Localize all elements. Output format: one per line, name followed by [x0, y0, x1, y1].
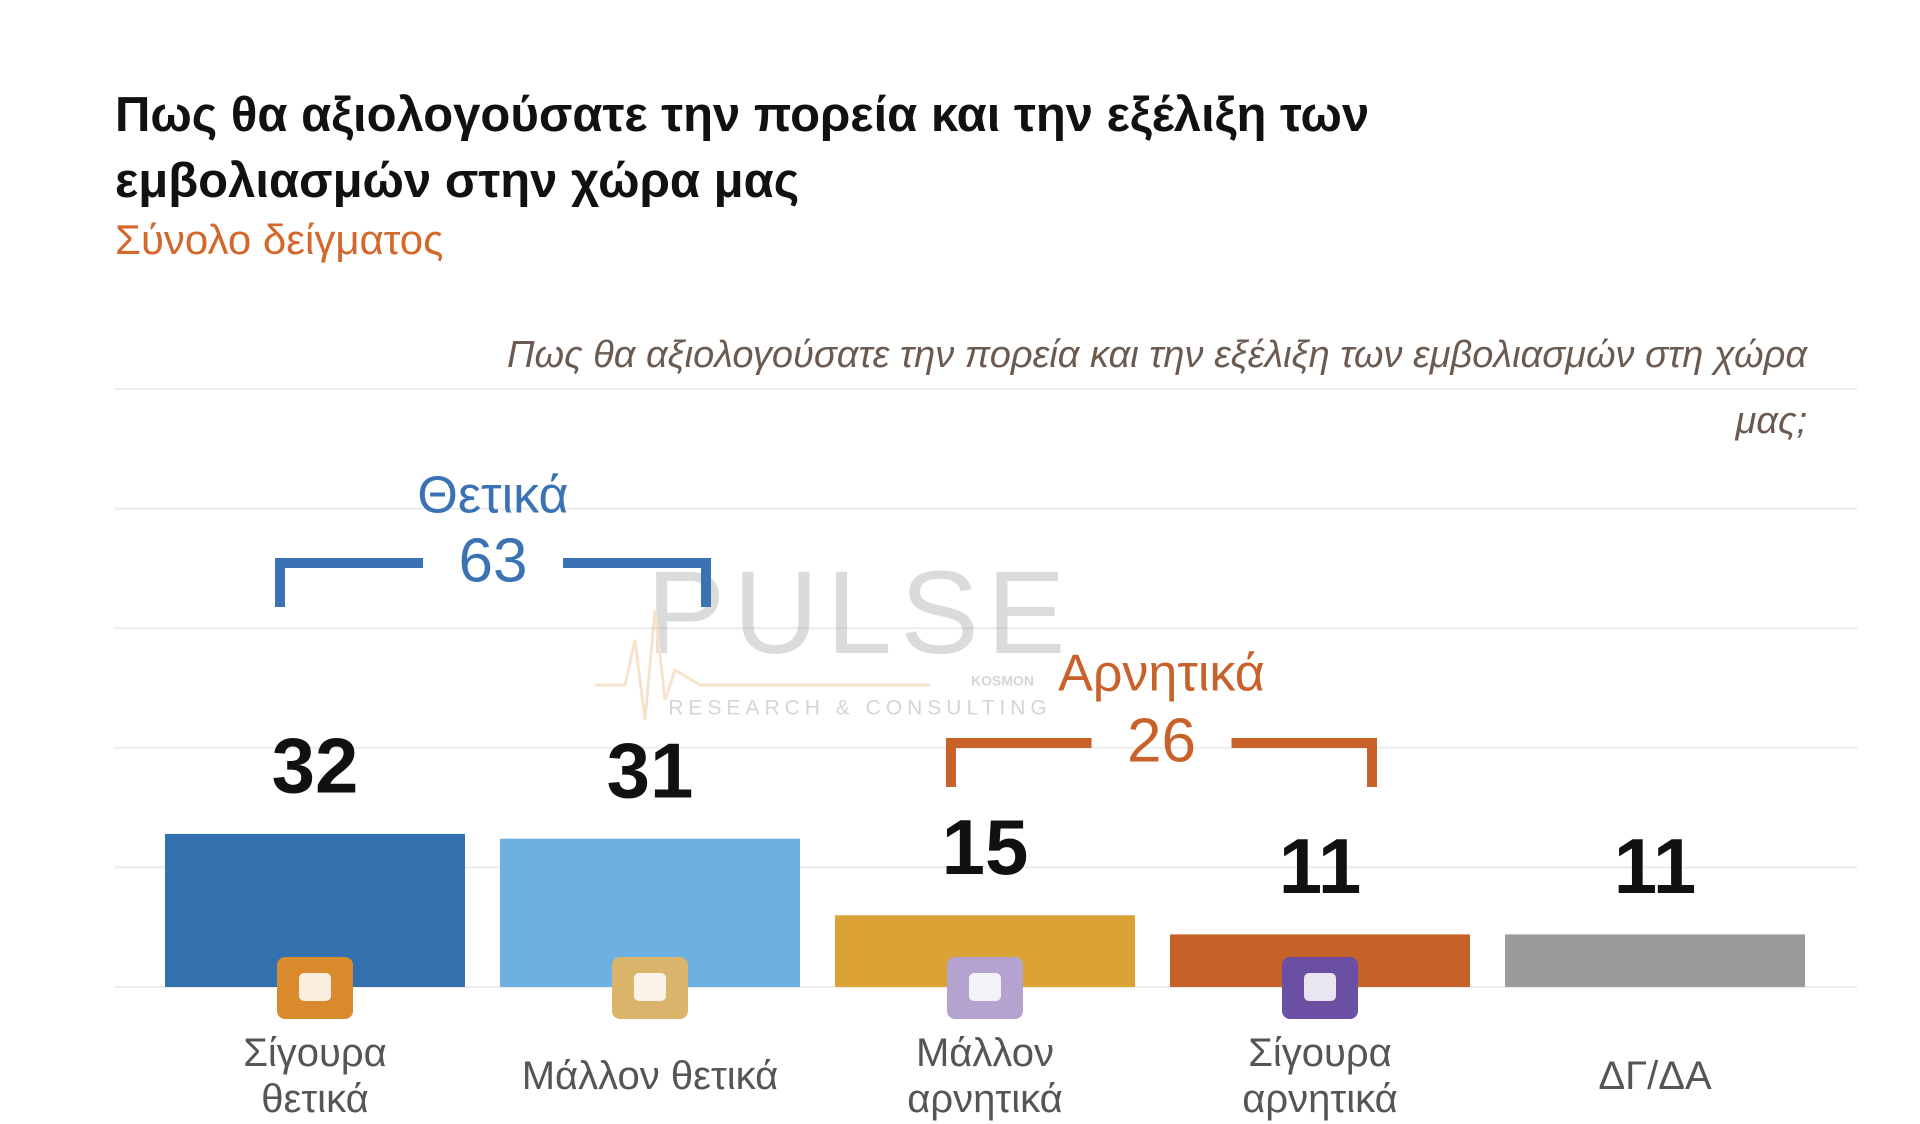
group-label: Θετικά [417, 467, 568, 525]
watermark-pulse [595, 609, 930, 721]
value-label: 15 [942, 803, 1029, 891]
x-tick-label: Μάλλον θετικά [521, 1054, 779, 1098]
x-tick-label: Σίγουρα θετικά [243, 1031, 387, 1121]
value-label: 31 [607, 726, 694, 814]
group-bracket [275, 558, 711, 607]
icon [277, 957, 353, 1019]
watermark-tag: KOSMON [971, 673, 1034, 689]
x-tick-label: Μάλλον αρνητικά [907, 1031, 1063, 1121]
watermark-name: PULSE [647, 547, 1074, 679]
icon-glyph [969, 973, 1001, 1001]
icon-glyph [299, 973, 331, 1001]
chart-title: Πως θα αξιολογούσατε την πορεία και την … [115, 88, 1370, 208]
x-tick-label: ΔΓ/ΔΑ [1598, 1054, 1712, 1098]
icon-glyph [634, 973, 666, 1001]
icon [612, 957, 688, 1019]
icon-glyph [1304, 973, 1336, 1001]
question-text: Πως θα αξιολογούσατε την πορεία και την … [507, 334, 1808, 442]
value-label: 11 [1614, 822, 1696, 910]
icon [947, 957, 1023, 1019]
value-label: 11 [1279, 822, 1361, 910]
bar [1505, 934, 1805, 987]
group-label: Αρνητικά [1058, 645, 1265, 703]
group-bracket [946, 738, 1377, 787]
x-tick-label: Σίγουρα αρνητικά [1242, 1031, 1398, 1121]
icon [1282, 957, 1358, 1019]
value-label: 32 [272, 722, 359, 810]
group-value: 26 [1127, 706, 1196, 775]
watermark-sub: RESEARCH & CONSULTING [668, 697, 1052, 720]
group-value: 63 [459, 526, 528, 595]
chart-subtitle: Σύνολο δείγματος [115, 216, 444, 263]
